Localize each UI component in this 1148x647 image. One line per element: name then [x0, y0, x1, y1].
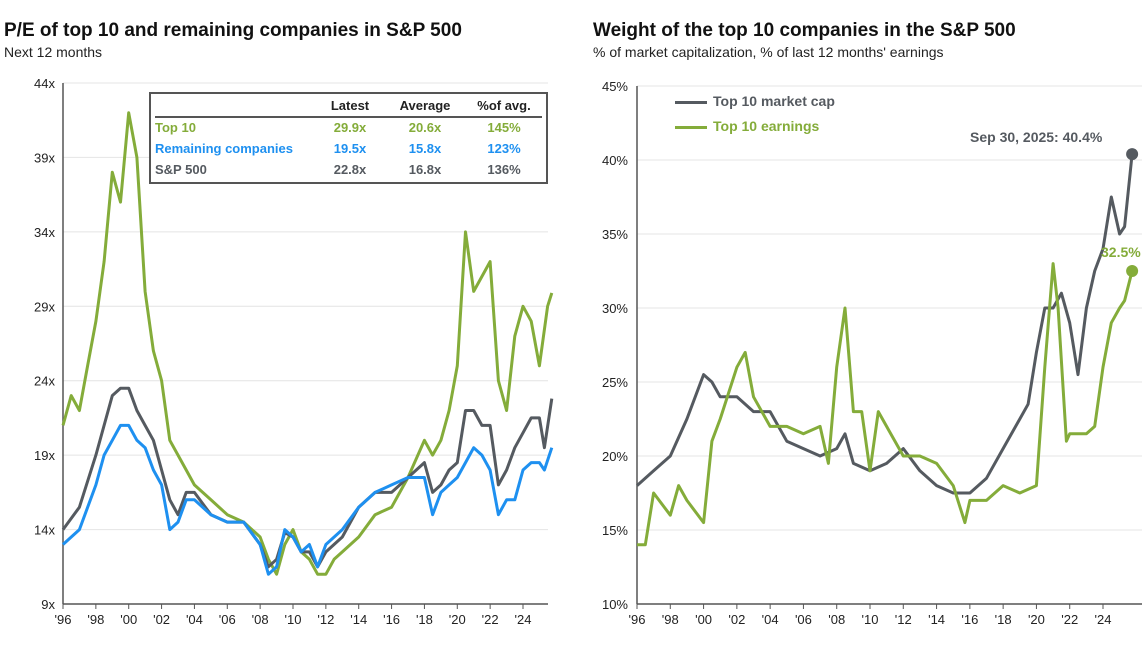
- latest-value: 22.8x: [333, 162, 367, 177]
- pe-summary-table: Latest Average %of avg. Top 10 29.9x 20.…: [149, 92, 548, 184]
- x-tick-label: '24: [1095, 612, 1112, 627]
- x-tick-label: '96: [55, 612, 72, 627]
- y-tick-label: 20%: [602, 449, 628, 464]
- x-tick-label: '12: [895, 612, 912, 627]
- x-tick-label: '06: [795, 612, 812, 627]
- series-line-top-10-earnings: [637, 262, 1134, 547]
- x-tick-label: '18: [416, 612, 433, 627]
- legend-swatch: [675, 125, 707, 129]
- y-tick-label: 9x: [41, 597, 55, 612]
- header-average: Average: [399, 98, 451, 113]
- right-chart-subtitle: % of market capitalization, % of last 12…: [593, 44, 944, 60]
- left-chart-subtitle: Next 12 months: [4, 44, 103, 60]
- x-tick-label: '16: [961, 612, 978, 627]
- row-label: Remaining companies: [155, 141, 293, 156]
- row-label: S&P 500: [155, 162, 207, 177]
- x-tick-label: '20: [449, 612, 466, 627]
- y-tick-label: 10%: [602, 597, 628, 612]
- x-tick-label: '00: [695, 612, 712, 627]
- x-tick-label: '04: [186, 612, 203, 627]
- series-line-s-p-500: [61, 386, 554, 569]
- x-tick-label: '98: [87, 612, 104, 627]
- x-tick-label: '02: [728, 612, 745, 627]
- x-tick-label: '14: [350, 612, 367, 627]
- y-tick-label: 40%: [602, 153, 628, 168]
- header-latest: Latest: [330, 98, 370, 113]
- annotation-earnings: 32.5%: [1101, 244, 1141, 260]
- y-tick-label: 29x: [34, 299, 55, 314]
- x-tick-label: '22: [482, 612, 499, 627]
- y-tick-label: 34x: [34, 225, 55, 240]
- pct-value: 145%: [487, 120, 521, 135]
- x-tick-label: '14: [928, 612, 945, 627]
- x-tick-label: '02: [153, 612, 170, 627]
- table-row-sp500: S&P 500 22.8x 16.8x 136%: [155, 160, 542, 180]
- y-tick-label: 14x: [34, 523, 55, 538]
- x-tick-label: '10: [862, 612, 879, 627]
- x-tick-label: '24: [515, 612, 532, 627]
- table-row-remaining: Remaining companies 19.5x 15.8x 123%: [155, 139, 542, 159]
- x-tick-label: '22: [1061, 612, 1078, 627]
- x-tick-label: '12: [317, 612, 334, 627]
- x-tick-label: '00: [120, 612, 137, 627]
- right-chart-title: Weight of the top 10 companies in the S&…: [593, 20, 1016, 41]
- x-tick-label: '10: [285, 612, 302, 627]
- legend-swatch: [675, 100, 707, 104]
- y-tick-label: 19x: [34, 448, 55, 463]
- average-value: 15.8x: [408, 141, 442, 156]
- latest-value: 19.5x: [333, 141, 367, 156]
- series-line-top-10: [61, 111, 554, 576]
- header-pct-avg: %of avg.: [477, 98, 531, 113]
- annotation-market-cap: Sep 30, 2025: 40.4%: [970, 129, 1103, 145]
- pct-value: 123%: [487, 141, 521, 156]
- x-tick-label: '18: [995, 612, 1012, 627]
- x-tick-label: '08: [828, 612, 845, 627]
- x-tick-label: '98: [662, 612, 679, 627]
- x-tick-label: '06: [219, 612, 236, 627]
- y-tick-label: 25%: [602, 375, 628, 390]
- y-tick-label: 30%: [602, 301, 628, 316]
- series-line-remaining-companies: [61, 423, 554, 576]
- y-tick-label: 24x: [34, 374, 55, 389]
- legend-earnings: Top 10 earnings: [675, 118, 819, 134]
- table-header: Latest Average %of avg.: [155, 96, 542, 118]
- x-tick-label: '04: [762, 612, 779, 627]
- x-tick-label: '96: [629, 612, 646, 627]
- latest-value: 29.9x: [333, 120, 367, 135]
- x-tick-label: '16: [383, 612, 400, 627]
- left-chart-title: P/E of top 10 and remaining companies in…: [4, 20, 462, 41]
- x-tick-label: '20: [1028, 612, 1045, 627]
- y-tick-label: 39x: [34, 150, 55, 165]
- y-tick-label: 15%: [602, 523, 628, 538]
- legend-label: Top 10 market cap: [713, 93, 835, 109]
- row-label: Top 10: [155, 120, 196, 135]
- table-row-top10: Top 10 29.9x 20.6x 145%: [155, 118, 542, 138]
- legend-label: Top 10 earnings: [713, 118, 820, 134]
- y-tick-label: 35%: [602, 227, 628, 242]
- y-tick-label: 45%: [602, 79, 628, 94]
- legend-market-cap: Top 10 market cap: [675, 93, 835, 109]
- average-value: 20.6x: [408, 120, 442, 135]
- x-tick-label: '08: [252, 612, 269, 627]
- y-tick-label: 44x: [34, 76, 55, 91]
- endpoint-marker: [1126, 148, 1139, 161]
- endpoint-marker: [1126, 265, 1139, 277]
- average-value: 16.8x: [408, 162, 442, 177]
- pct-value: 136%: [487, 162, 521, 177]
